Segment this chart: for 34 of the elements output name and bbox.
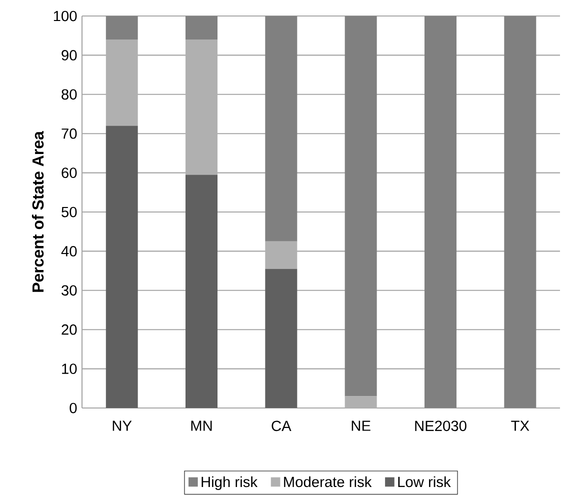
x-tick-label: NE2030 bbox=[415, 420, 466, 432]
bar bbox=[106, 40, 138, 126]
bar bbox=[344, 16, 377, 396]
y-tick-label: 70 bbox=[62, 128, 77, 140]
bar bbox=[344, 396, 377, 408]
legend-label: High risk bbox=[202, 476, 258, 490]
y-tick-label: 80 bbox=[62, 89, 77, 100]
y-tick-label: 90 bbox=[62, 50, 77, 61]
y-tick-label: 20 bbox=[62, 324, 77, 336]
bar bbox=[186, 174, 218, 408]
x-tick-label: NY bbox=[112, 420, 132, 432]
y-tick-label: 30 bbox=[62, 285, 77, 296]
y-tick-label: 40 bbox=[61, 246, 77, 257]
legend-label: Moderate risk bbox=[284, 476, 372, 488]
y-tick-label: 100 bbox=[54, 11, 77, 22]
legend-label: Low risk bbox=[398, 476, 451, 488]
x-tick-label: CA bbox=[272, 420, 292, 432]
bar bbox=[186, 40, 218, 175]
x-tick-label: NE bbox=[352, 420, 370, 432]
y-tick-label: 10 bbox=[62, 364, 77, 374]
bar bbox=[504, 16, 536, 408]
bar bbox=[186, 16, 218, 40]
y-tick-label: 0 bbox=[70, 403, 77, 414]
y-tick-label: 50 bbox=[62, 207, 77, 218]
bar bbox=[106, 126, 138, 408]
y-axis-title: Percent of State Area bbox=[32, 131, 44, 292]
bar bbox=[424, 16, 456, 408]
x-tick-label: MN bbox=[191, 420, 212, 432]
bar bbox=[106, 16, 138, 40]
y-tick-label: 60 bbox=[62, 168, 77, 178]
bar bbox=[265, 242, 298, 270]
bar bbox=[265, 269, 298, 408]
bar bbox=[265, 16, 298, 242]
x-tick-label: TX bbox=[511, 420, 530, 432]
